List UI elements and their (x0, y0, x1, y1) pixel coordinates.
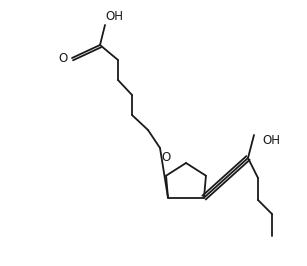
Text: O: O (161, 151, 170, 164)
Text: OH: OH (105, 10, 123, 23)
Text: OH: OH (262, 134, 280, 147)
Text: O: O (59, 52, 68, 64)
